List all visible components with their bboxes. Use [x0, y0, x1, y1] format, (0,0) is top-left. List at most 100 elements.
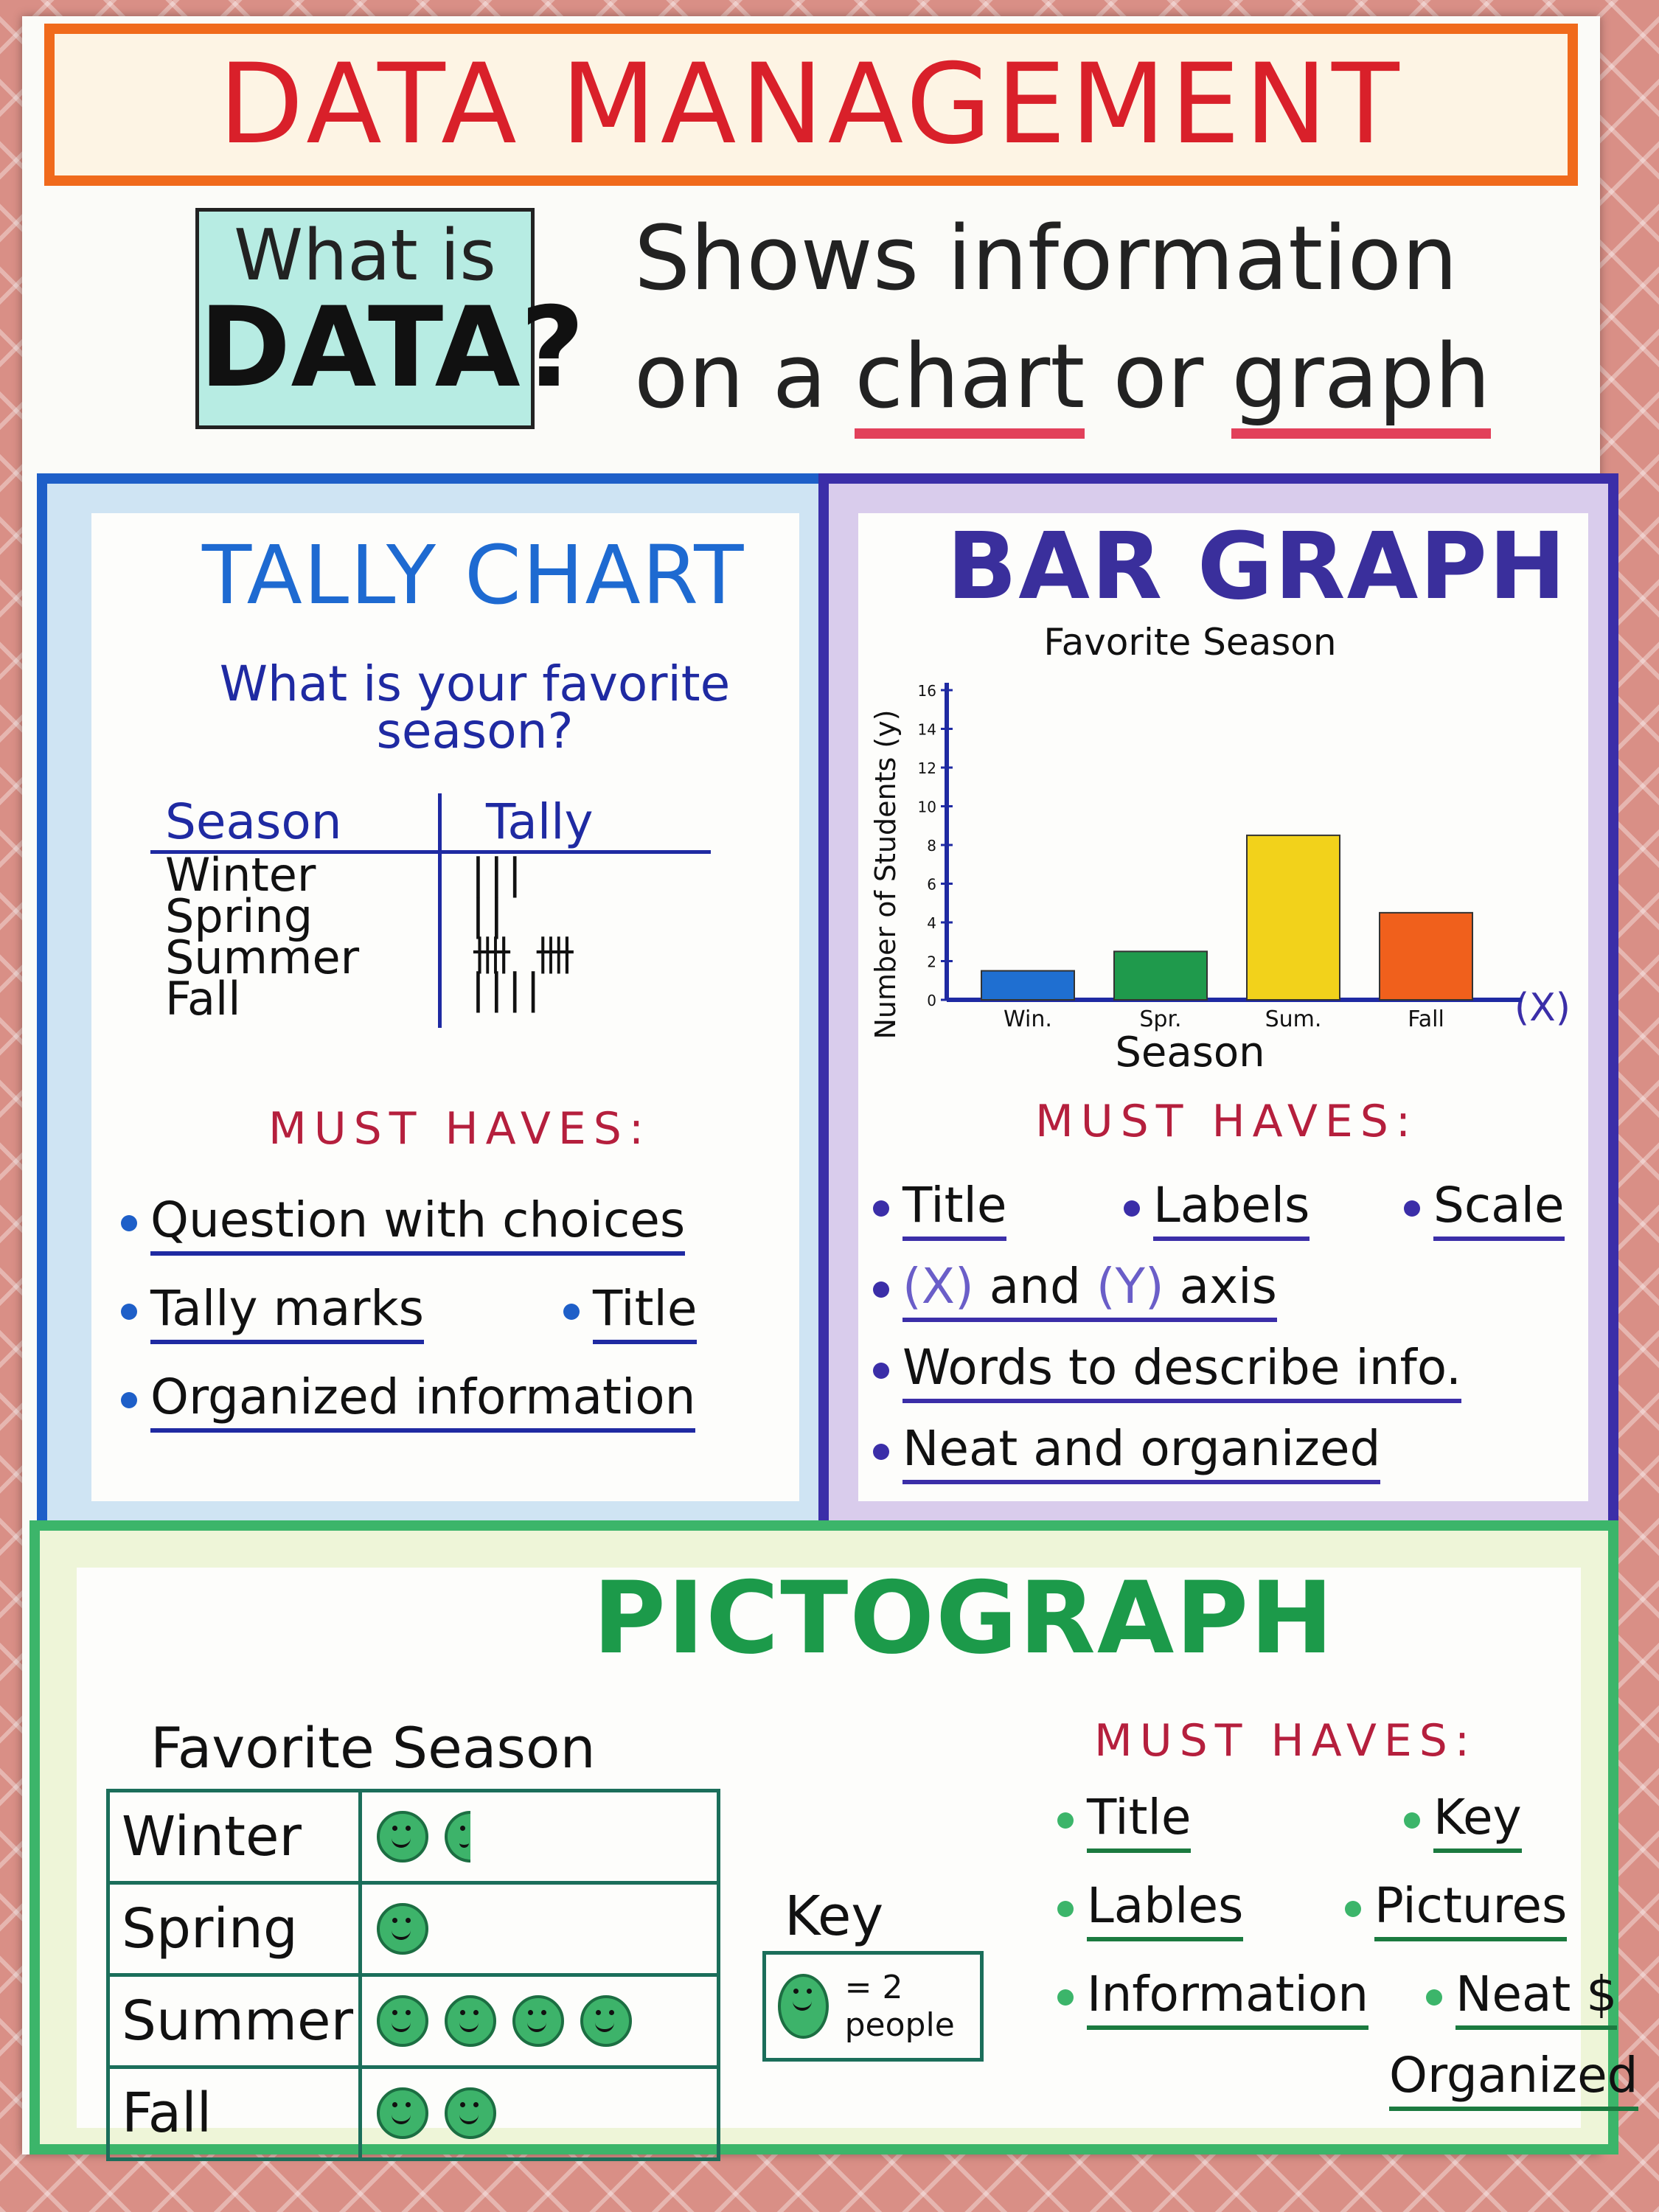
- y-tick-label: 16: [918, 682, 936, 700]
- bar-must-have-text: Neat and organized: [902, 1420, 1381, 1484]
- table-row: Summer 卌 卌: [150, 931, 711, 984]
- bar: [1113, 950, 1208, 1001]
- chart-x-axis-marker: (X): [1514, 986, 1571, 1030]
- x-tick-label: Spr.: [1139, 1006, 1181, 1032]
- y-tick-label: 4: [927, 914, 936, 932]
- tally-marks: |||: [438, 854, 526, 895]
- picto-must-have-text: Lables: [1087, 1877, 1244, 1941]
- tally-season: Summer: [165, 930, 360, 984]
- pictograph-paper: PICTOGRAPH Favorite Season Winter Spring…: [77, 1560, 1638, 2161]
- table-row: Winter: [106, 1789, 720, 1885]
- pictograph-subtitle: Favorite Season: [150, 1715, 596, 1781]
- smiley-icon: [445, 2087, 496, 2139]
- bar-must-have-text: Words to describe info.: [902, 1339, 1461, 1403]
- bar-chart-svg: Favorite Season Number of Students (y) S…: [869, 621, 1571, 1077]
- picto-icons: [358, 1973, 720, 2069]
- tally-season: Fall: [165, 971, 241, 1026]
- picto-must-have-item: Pictures: [1345, 1877, 1568, 1941]
- chart-title: Favorite Season: [1043, 624, 1336, 664]
- picto-must-have-item: Title: [1057, 1789, 1192, 1853]
- bullet-icon: [1404, 1200, 1420, 1217]
- bar-must-have-text: (X) and (Y) axis: [902, 1258, 1277, 1322]
- bar-must-have-item: (X) and (Y) axis: [873, 1258, 1277, 1322]
- definition-line-2: on a chart or graph: [634, 319, 1491, 439]
- x-axis-marker: (X): [902, 1258, 974, 1315]
- bullet-icon: [1124, 1200, 1140, 1217]
- bar-chart: Favorite Season Number of Students (y) S…: [866, 621, 1573, 1081]
- tally-table-header: Season Tally: [150, 793, 711, 854]
- picto-must-have-text: Information: [1087, 1966, 1369, 2030]
- what-is-label: What is: [234, 215, 496, 296]
- picto-must-have-text: Organized: [1389, 2047, 1638, 2111]
- bullet-icon: [1426, 1989, 1442, 2006]
- y-tick-label: 8: [927, 837, 936, 855]
- tally-season: Winter: [165, 847, 316, 902]
- y-axis-marker: (Y): [1096, 1258, 1164, 1315]
- bar-graph-panel: BAR GRAPH Favorite Season Number of Stud…: [818, 473, 1618, 1535]
- chart-y-label: Number of Students (y): [869, 709, 902, 1039]
- title-banner: DATA MANAGEMENT: [44, 24, 1578, 186]
- picto-season: Fall: [106, 2065, 362, 2161]
- chart-x-label: Season: [1115, 1029, 1265, 1077]
- data-definition: Shows information on a chart or graph: [634, 201, 1491, 439]
- tally-must-haves-label: MUST HAVES:: [268, 1103, 652, 1155]
- chart-marks: 0 2 4 6 8 10 12 14 16 Win. Spr. Sum. Fall: [918, 682, 1522, 1032]
- y-tick-label: 0: [927, 992, 936, 1009]
- pictograph-title: PICTOGRAPH: [593, 1560, 1335, 1676]
- table-row: Fall ||||: [150, 969, 711, 1028]
- bar-must-have-item: Neat and organized: [873, 1420, 1381, 1484]
- x-tick-label: Sum.: [1265, 1006, 1322, 1032]
- picto-season: Summer: [106, 1973, 362, 2069]
- key-box: = 2 people: [762, 1951, 984, 2062]
- tally-must-have-text: Question with choices: [150, 1192, 686, 1256]
- bar-must-have-item: Words to describe info.: [873, 1339, 1461, 1403]
- picto-icons: [358, 1881, 720, 1977]
- picto-must-have-text: Pictures: [1374, 1877, 1568, 1941]
- bullet-icon: [121, 1303, 137, 1320]
- picto-season: Winter: [106, 1789, 362, 1885]
- bar: [1379, 911, 1473, 1001]
- poster-title: DATA MANAGEMENT: [218, 41, 1404, 169]
- what-is-data-box: What is DATA?: [195, 208, 585, 429]
- half-smiley-icon: [445, 1811, 470, 1863]
- bullet-icon: [873, 1443, 889, 1460]
- bullet-icon: [873, 1281, 889, 1298]
- tally-must-have-text: Organized information: [150, 1368, 696, 1433]
- definition-or-word: or: [1085, 326, 1232, 428]
- bar-must-haves-label: MUST HAVES:: [1035, 1096, 1419, 1147]
- bullet-icon: [1057, 1812, 1074, 1829]
- smiley-icon: [377, 1995, 428, 2047]
- pictograph-table: Winter Spring Summer Fall: [106, 1789, 720, 2161]
- smiley-icon: [512, 1995, 564, 2047]
- bullet-icon: [1404, 1812, 1420, 1829]
- smiley-icon: [377, 2087, 428, 2139]
- bullet-icon: [1057, 1900, 1074, 1917]
- tally-header-season: Season: [165, 793, 342, 850]
- axis-word: axis: [1164, 1258, 1277, 1315]
- picto-must-have-item: Neat $: [1426, 1966, 1618, 2030]
- bullet-icon: [1345, 1900, 1361, 1917]
- tally-season: Spring: [165, 888, 313, 943]
- picto-must-have-item: Information: [1057, 1966, 1369, 2030]
- smiley-icon: [377, 1903, 428, 1955]
- bar-must-have-text: Title: [902, 1177, 1007, 1241]
- bar-must-have-item: Title: [873, 1177, 1007, 1241]
- picto-season: Spring: [106, 1881, 362, 1977]
- smiley-icon: [580, 1995, 632, 2047]
- tally-table: Season Tally Winter ||| Spring || Summer 卌 …: [150, 793, 711, 1028]
- pictograph-panel: PICTOGRAPH Favorite Season Winter Spring…: [29, 1520, 1638, 2161]
- tally-must-have-text: Title: [593, 1280, 698, 1344]
- smiley-icon: [778, 1974, 829, 2039]
- tally-must-have-item: Title: [563, 1280, 698, 1344]
- bullet-icon: [563, 1303, 580, 1320]
- tally-chart-title: TALLY CHART: [202, 528, 745, 622]
- bar-must-have-text: Labels: [1153, 1177, 1310, 1241]
- tally-must-have-text: Tally marks: [150, 1280, 425, 1344]
- x-tick-label: Fall: [1408, 1006, 1444, 1032]
- y-tick-label: 2: [927, 953, 936, 971]
- anchor-chart-poster: DATA MANAGEMENT What is DATA? Shows info…: [22, 16, 1638, 2161]
- picto-must-have-text: Title: [1087, 1789, 1192, 1853]
- key-text: = 2 people: [844, 1969, 955, 2044]
- bullet-icon: [1057, 1989, 1074, 2006]
- tally-header-tally: Tally: [438, 793, 594, 850]
